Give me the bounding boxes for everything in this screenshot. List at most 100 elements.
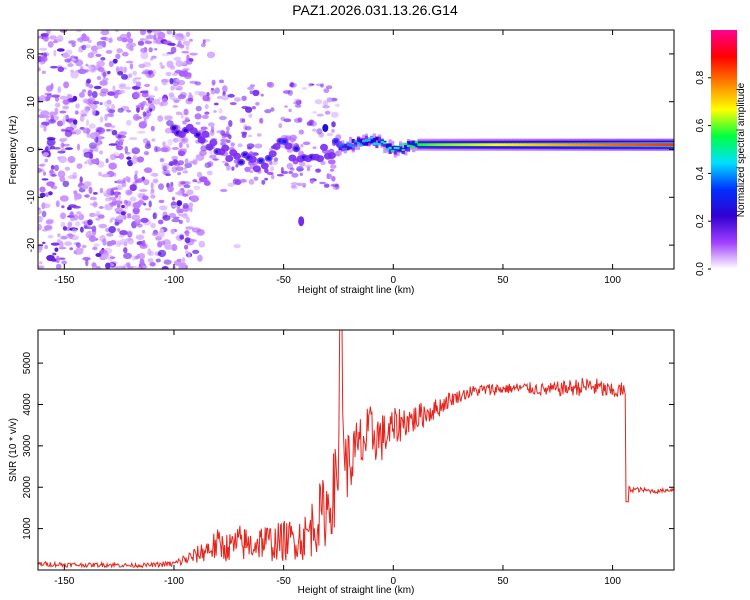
spectrogram-noise-blob (125, 175, 129, 182)
spectrogram-noise-blob (148, 47, 153, 53)
spectrogram-noise-blob (161, 78, 168, 86)
spectrogram-noise-blob (80, 66, 84, 70)
spectrogram-noise-blob (53, 147, 61, 150)
spectrogram-ridge-band (338, 146, 342, 151)
spectrogram-noise-blob (123, 199, 128, 205)
spectrogram-noise-blob (134, 170, 139, 175)
spectrogram-noise-blob (136, 156, 145, 163)
spectrogram-noise-blob (194, 81, 202, 86)
spectrogram-noise-blob (133, 91, 141, 99)
spectrogram-noise-blob (144, 151, 149, 156)
spectrogram-noise-blob (117, 71, 124, 76)
spectrogram-noise-blob (226, 126, 230, 132)
spectrogram-noise-blob (80, 226, 84, 233)
spectrogram-noise-blob (162, 141, 166, 147)
spectrogram-noise-blob (117, 107, 124, 113)
spectrogram-noise-blob (62, 226, 67, 231)
spectrogram-noise-blob (200, 43, 206, 48)
spectrogram-noise-blob (84, 161, 88, 165)
spectrogram-noise-blob (98, 223, 108, 229)
spectrogram-noise-blob (50, 65, 59, 69)
spectrogram-noise-blob (93, 243, 100, 247)
spectrogram-noise-blob (150, 194, 156, 199)
spectrogram-noise-blob (42, 228, 48, 232)
spectrogram-x-tick-label: 50 (497, 275, 509, 286)
spectrogram-noise-blob (157, 241, 163, 248)
spectrogram-y-tick-label: 20 (26, 48, 37, 60)
spectrogram-noise-blob (64, 241, 73, 247)
spectrogram-noise-blob (99, 80, 108, 86)
spectrogram-x-tick-label: -100 (164, 275, 184, 286)
spectrogram-noise-blob (101, 173, 110, 178)
spectrogram-noise-blob (55, 263, 62, 269)
spectrogram-ridge-band (393, 146, 397, 149)
spectrogram-noise-blob (165, 173, 172, 177)
spectrogram-noise-blob (175, 88, 182, 91)
spectrogram-noise-blob (102, 40, 106, 48)
spectrogram-ridge-band (517, 143, 521, 147)
spectrogram-noise-blob (184, 237, 191, 244)
spectrogram-noise-blob (290, 82, 294, 87)
spectrogram-noise-blob (201, 114, 209, 119)
spectrogram-noise-blob (239, 179, 247, 183)
spectrogram-noise-blob (132, 70, 137, 76)
spectrogram-ridge-blob (225, 155, 234, 162)
spectrogram-noise-blob (241, 118, 246, 123)
spectrogram-noise-blob (180, 180, 186, 185)
spectrogram-noise-blob (322, 100, 328, 107)
spectrogram-noise-blob (259, 117, 264, 124)
spectrogram-noise-blob (96, 45, 103, 50)
spectrogram-ridge-band (520, 143, 524, 147)
spectrogram-ridge-band (646, 143, 650, 147)
spectrogram-ridge-band (488, 143, 492, 147)
spectrogram-noise-blob (178, 263, 186, 269)
spectrogram-noise-blob (78, 213, 85, 221)
spectrogram-ridge-band (380, 140, 384, 143)
spectrogram-ridge-band (654, 143, 658, 147)
spectrogram-noise-blob (108, 196, 117, 200)
snr-y-tick-label: 5000 (22, 352, 33, 375)
spectrogram-noise-blob (123, 247, 128, 254)
spectrogram-ridge-band (530, 143, 534, 147)
spectrogram-noise-blob (87, 52, 95, 59)
spectrogram-noise-blob (171, 218, 181, 223)
spectrogram-noise-blob (41, 178, 49, 181)
spectrogram-noise-blob (95, 53, 102, 58)
spectrogram-noise-blob (151, 55, 157, 59)
spectrogram-ridge-band (420, 143, 424, 147)
spectrogram-noise-blob (164, 115, 173, 121)
spectrogram-noise-blob (211, 79, 216, 86)
spectrogram-noise-blob (85, 44, 91, 49)
colorbar-tick-label: 0.8 (695, 70, 706, 84)
spectrogram-noise-blob (84, 69, 89, 73)
spectrogram-noise-blob (86, 133, 91, 138)
spectrogram-noise-blob (112, 85, 116, 92)
spectrogram-noise-blob (136, 253, 140, 259)
spectrogram-noise-blob (131, 214, 141, 221)
spectrogram-noise-blob (54, 102, 61, 108)
spectrogram-noise-blob (168, 213, 177, 218)
spectrogram-noise-blob (192, 249, 200, 254)
spectrogram-noise-blob (67, 221, 73, 228)
spectrogram-noise-blob (119, 89, 126, 94)
spectrogram-noise-blob (116, 36, 124, 42)
spectrogram-noise-blob (43, 225, 53, 231)
spectrogram-noise-blob (62, 143, 71, 147)
spectrogram-noise-blob (137, 130, 146, 134)
spectrogram-noise-blob (125, 60, 134, 64)
spectrogram-noise-blob (323, 183, 330, 188)
spectrogram-ridge-band (409, 145, 413, 148)
spectrogram-ridge-band (341, 145, 345, 152)
spectrogram-noise-blob (141, 265, 147, 269)
spectrogram-noise-blob (45, 192, 49, 197)
spectrogram-noise-blob (185, 216, 190, 223)
spectrogram-noise-blob (39, 124, 47, 128)
spectrogram-noise-blob (270, 166, 274, 172)
spectrogram-noise-blob (161, 265, 169, 269)
spectrogram-noise-blob (111, 129, 118, 136)
spectrogram-noise-blob (88, 84, 94, 89)
spectrogram-noise-blob (179, 44, 185, 49)
spectrogram-noise-blob (106, 106, 111, 112)
spectrogram-noise-blob (161, 53, 170, 57)
spectrogram-ridge-band (383, 143, 387, 153)
